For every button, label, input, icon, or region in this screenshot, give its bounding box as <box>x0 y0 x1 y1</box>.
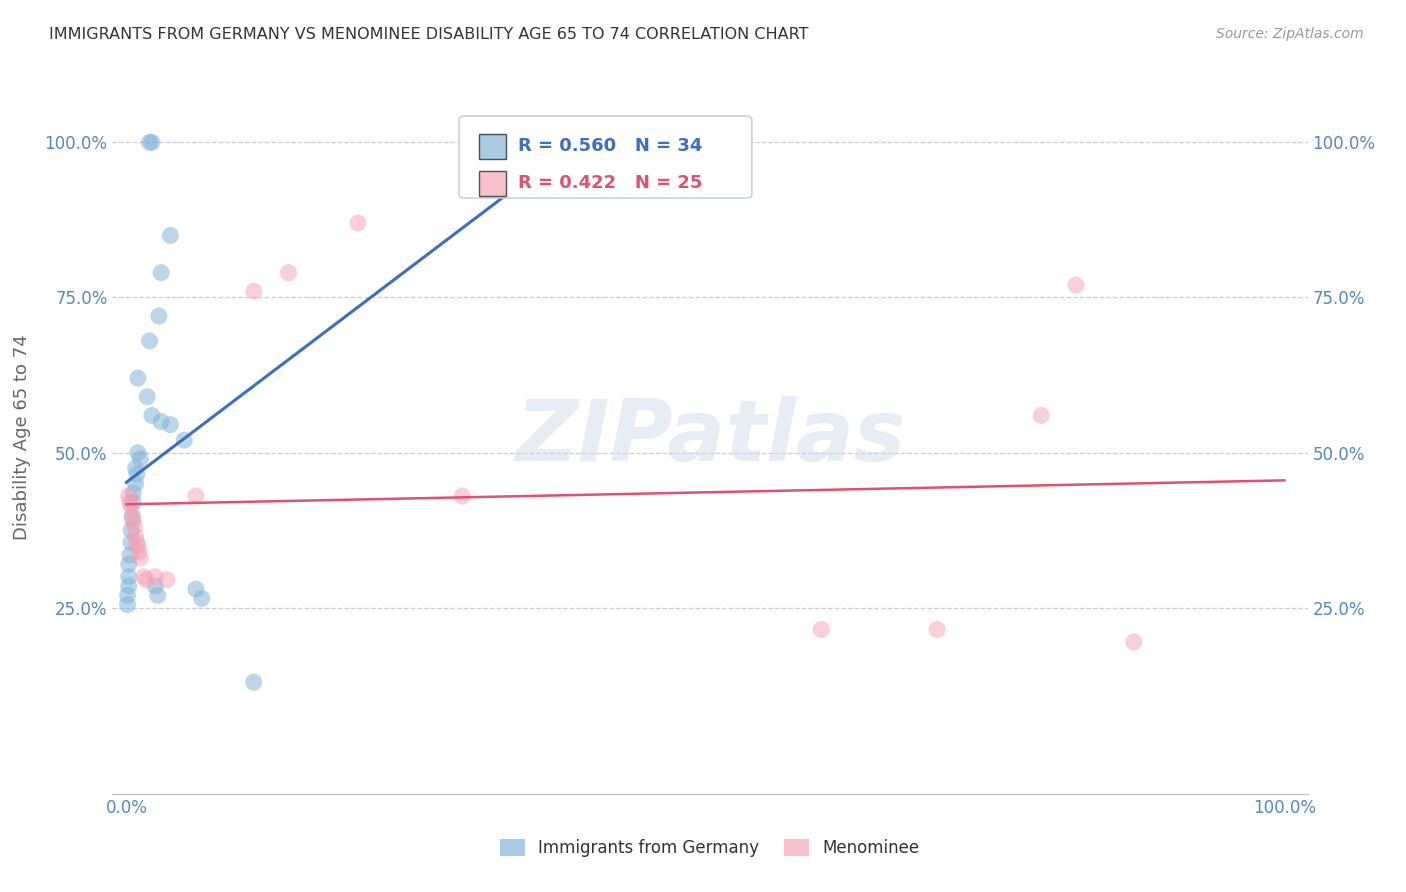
Point <box>118 489 141 503</box>
Point <box>277 266 299 280</box>
Point <box>122 495 145 509</box>
Point <box>150 415 173 429</box>
Point <box>141 409 163 423</box>
Point <box>143 570 166 584</box>
Text: IMMIGRANTS FROM GERMANY VS MENOMINEE DISABILITY AGE 65 TO 74 CORRELATION CHART: IMMIGRANTS FROM GERMANY VS MENOMINEE DIS… <box>49 27 808 42</box>
Point <box>347 216 370 230</box>
FancyBboxPatch shape <box>479 171 506 196</box>
Point <box>118 579 141 593</box>
FancyBboxPatch shape <box>479 134 506 159</box>
Point <box>242 285 264 299</box>
Point <box>122 486 145 500</box>
Point <box>129 551 152 566</box>
Point <box>184 489 207 503</box>
Point <box>129 451 152 466</box>
Point <box>810 623 832 637</box>
Point <box>138 136 160 150</box>
Point <box>117 598 139 612</box>
Point <box>118 570 141 584</box>
Y-axis label: Disability Age 65 to 74: Disability Age 65 to 74 <box>13 334 31 540</box>
Point <box>1064 278 1087 293</box>
Point <box>117 588 139 602</box>
Text: R = 0.560   N = 34: R = 0.560 N = 34 <box>517 137 702 155</box>
Point <box>122 514 145 528</box>
Point <box>141 136 163 150</box>
Point <box>127 539 149 553</box>
Point <box>118 495 141 509</box>
Point <box>150 266 173 280</box>
Point <box>124 461 146 475</box>
Point <box>118 548 141 562</box>
Point <box>184 582 207 596</box>
Point <box>120 523 142 537</box>
Point <box>125 535 148 549</box>
Point <box>120 499 142 513</box>
Point <box>118 558 141 572</box>
Point <box>173 433 195 447</box>
Point <box>138 334 160 348</box>
Point <box>1122 635 1144 649</box>
Point <box>925 623 948 637</box>
Point <box>159 417 181 432</box>
Point <box>159 228 181 243</box>
Point <box>127 371 149 385</box>
Legend: Immigrants from Germany, Menominee: Immigrants from Germany, Menominee <box>494 832 927 864</box>
Text: R = 0.422   N = 25: R = 0.422 N = 25 <box>517 175 702 193</box>
Point <box>124 520 146 534</box>
Point <box>1031 409 1053 423</box>
Point <box>124 529 146 543</box>
FancyBboxPatch shape <box>458 116 752 198</box>
Point <box>190 591 212 606</box>
Point <box>143 579 166 593</box>
Point <box>451 489 474 503</box>
Point <box>156 573 179 587</box>
Point <box>136 390 159 404</box>
Point <box>121 508 143 522</box>
Point <box>120 535 142 549</box>
Point <box>463 136 485 150</box>
Point <box>146 588 169 602</box>
Point <box>121 510 143 524</box>
Point <box>135 573 157 587</box>
Text: Source: ZipAtlas.com: Source: ZipAtlas.com <box>1216 27 1364 41</box>
Point <box>128 545 150 559</box>
Point <box>132 570 155 584</box>
Point <box>127 445 149 459</box>
Point <box>125 467 148 482</box>
Text: ZIPatlas: ZIPatlas <box>515 395 905 479</box>
Point <box>148 309 170 323</box>
Point <box>242 675 264 690</box>
Point <box>124 476 146 491</box>
